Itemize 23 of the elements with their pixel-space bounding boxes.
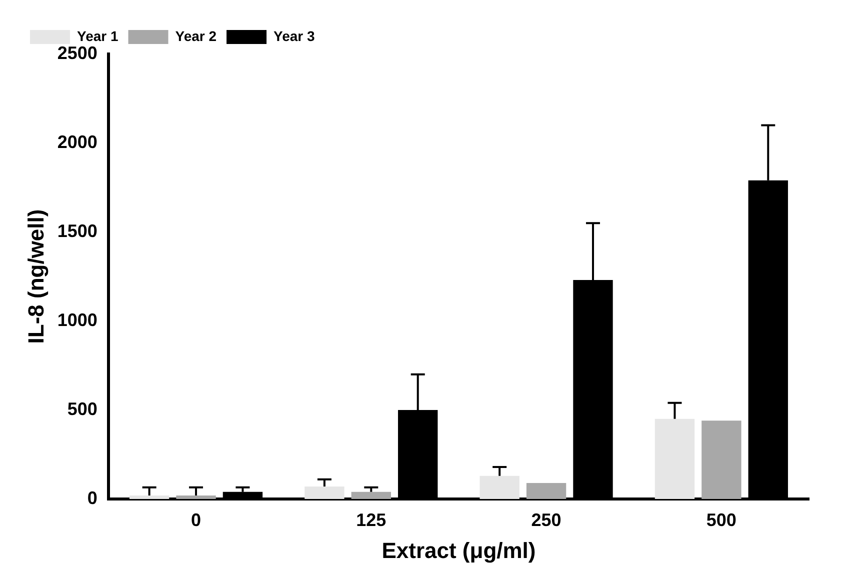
legend-label: Year 2 xyxy=(175,28,217,44)
x-tick-label: 250 xyxy=(531,510,562,530)
bar xyxy=(480,476,520,499)
bar xyxy=(176,495,216,499)
y-tick-label: 1500 xyxy=(57,220,98,241)
y-tick-label: 1000 xyxy=(57,310,98,330)
bar xyxy=(702,420,742,499)
x-tick-label: 500 xyxy=(706,510,736,530)
bar xyxy=(129,495,170,499)
y-tick-label: 500 xyxy=(67,398,98,419)
x-axis-title: Extract (μg/ml) xyxy=(382,538,536,563)
legend-label: Year 3 xyxy=(274,28,315,44)
y-axis-title: IL-8 (ng/well) xyxy=(23,209,48,344)
bar xyxy=(526,482,566,499)
bar xyxy=(654,418,695,499)
bar xyxy=(351,492,391,499)
y-tick-label: 2000 xyxy=(57,132,98,152)
x-tick-label: 0 xyxy=(191,510,202,530)
y-tick-label: 2500 xyxy=(57,42,98,63)
bar xyxy=(304,486,344,499)
legend-label: Year 1 xyxy=(77,28,118,44)
x-tick-label: 125 xyxy=(356,510,386,530)
y-tick-label: 0 xyxy=(87,488,98,508)
